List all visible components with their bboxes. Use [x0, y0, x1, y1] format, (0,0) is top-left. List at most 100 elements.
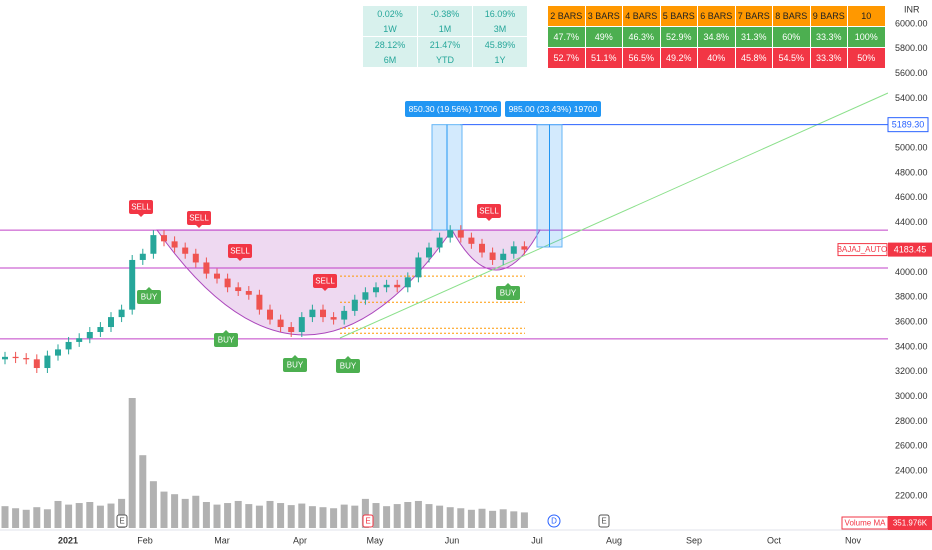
- signal-pointer: [146, 287, 152, 290]
- bars-cell: 40%: [698, 48, 735, 68]
- candle-body: [65, 341, 72, 350]
- perf-period: 3M: [473, 21, 527, 36]
- signal-badge: [336, 359, 360, 373]
- candle-body: [108, 317, 114, 328]
- bars-cell: 54.5%: [773, 48, 810, 68]
- performance-table: 0.02% 1W -0.38% 1M 16.09% 3M 28.12% 6M 21.47% YTD…: [363, 6, 527, 67]
- signal-badge: [214, 333, 238, 347]
- signal-label: SELL: [479, 207, 499, 216]
- bars-cell: 47.7%: [548, 27, 585, 47]
- candle-body: [320, 309, 326, 318]
- candle-body: [150, 235, 157, 254]
- candle-body: [415, 257, 422, 278]
- candle-body: [373, 287, 379, 293]
- volume-bar: [404, 502, 412, 528]
- signal-label: BUY: [340, 362, 357, 371]
- volume-bar: [489, 510, 497, 528]
- target-label: 5189.30: [892, 120, 925, 130]
- y-tick-label: 3200.00: [895, 366, 928, 376]
- volume-bar: [351, 505, 359, 528]
- bars-cell: 52.7%: [548, 48, 585, 68]
- y-tick-label: 6000.00: [895, 18, 928, 28]
- signal-pointer: [486, 218, 492, 221]
- candle-body: [139, 253, 146, 260]
- candle-body: [2, 356, 8, 360]
- candle-body: [277, 319, 284, 328]
- bars-header: 3 BARS: [585, 6, 622, 26]
- candle-body: [500, 253, 507, 260]
- volume-bar: [446, 507, 454, 528]
- candle-body: [33, 359, 40, 369]
- volume-bar: [287, 505, 295, 528]
- bars-header: 7 BARS: [735, 6, 772, 26]
- candle-body: [76, 338, 83, 342]
- candle-body: [479, 243, 485, 253]
- volume-bar: [372, 503, 380, 528]
- volume-bar: [436, 505, 444, 528]
- bars-header: 4 BARS: [623, 6, 660, 26]
- measure-label-bg: [505, 101, 601, 117]
- bars-table: 2 BARS 3 BARS 4 BARS 5 BARS 6 BARS 7 BARS 8 BA…: [548, 6, 885, 68]
- perf-value: 28.12%: [363, 37, 417, 52]
- bars-header: 5 BARS: [660, 6, 697, 26]
- volume-bar: [266, 500, 274, 528]
- volume-bar: [139, 455, 147, 528]
- bars-cell: 50%: [848, 48, 885, 68]
- y-tick-label: 5800.00: [895, 43, 928, 53]
- candle-body: [298, 317, 305, 333]
- x-tick-label: Jul: [531, 535, 543, 545]
- bars-header: 2 BARS: [548, 6, 585, 26]
- perf-cell: 28.12% 6M: [363, 37, 417, 67]
- y-tick-label: 5000.00: [895, 143, 928, 153]
- volume-bar: [478, 508, 486, 528]
- volume-ma-value: 351.976K: [893, 519, 928, 528]
- volume-bar: [457, 508, 465, 528]
- volume-bar: [414, 500, 422, 528]
- volume-bar: [224, 503, 232, 528]
- volume-bar: [330, 508, 338, 528]
- volume-bar: [202, 502, 210, 528]
- last-price-label: 4183.45: [894, 244, 927, 254]
- y-tick-label: 5400.00: [895, 93, 928, 103]
- volume-bar: [1, 506, 9, 528]
- signal-pointer: [322, 288, 328, 291]
- perf-period: YTD: [418, 52, 472, 67]
- signal-pointer: [505, 283, 511, 286]
- candle-body: [394, 284, 401, 288]
- candle-body: [447, 230, 454, 238]
- volume-bar: [520, 512, 528, 528]
- candle-body: [309, 309, 316, 318]
- perf-cell: 16.09% 3M: [473, 6, 527, 36]
- signal-label: SELL: [230, 247, 250, 256]
- volume-bar: [467, 509, 475, 528]
- candle-body: [351, 299, 358, 311]
- candle-body: [23, 358, 30, 360]
- candle-body: [404, 277, 411, 288]
- candle-body: [118, 309, 125, 318]
- candle-body: [489, 252, 496, 260]
- target-tag: [887, 117, 929, 133]
- candle-body: [235, 287, 242, 292]
- bars-cell: 31.3%: [735, 27, 772, 47]
- volume-bar: [319, 507, 327, 528]
- candle-body: [521, 246, 528, 250]
- y-tick-label: 4400.00: [895, 217, 928, 227]
- volume-bar: [33, 507, 41, 528]
- bars-cell: 33.3%: [810, 48, 847, 68]
- time-axis: [0, 530, 932, 550]
- bars-cell: 56.5%: [623, 48, 660, 68]
- volume-bar: [393, 504, 401, 528]
- volume-bar: [383, 506, 391, 528]
- candle-body: [182, 247, 189, 254]
- bars-cell: 33.3%: [810, 27, 847, 47]
- y-tick-label: 3000.00: [895, 391, 928, 401]
- candle-body: [383, 284, 390, 288]
- signal-label: SELL: [315, 277, 335, 286]
- candle-body: [436, 237, 443, 248]
- perf-value: 16.09%: [473, 6, 527, 21]
- candle-body: [330, 317, 337, 320]
- volume-bar: [12, 508, 20, 528]
- last-price-tag: [888, 242, 932, 257]
- y-tick-label: 2200.00: [895, 490, 928, 500]
